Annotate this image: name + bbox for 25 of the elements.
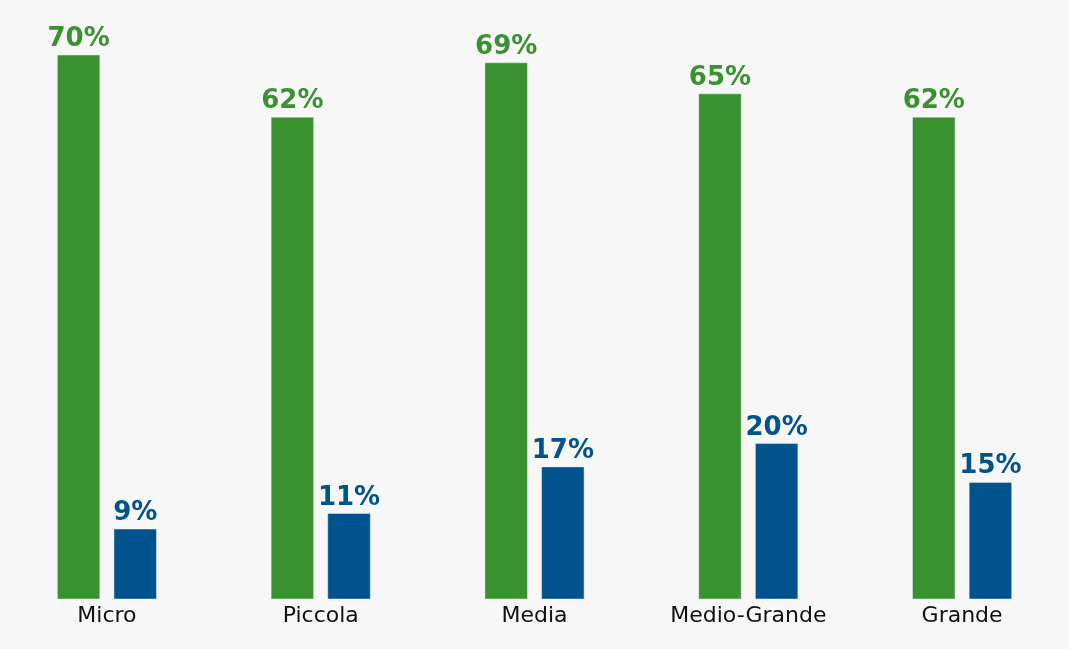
data-label: 15% <box>959 449 1022 480</box>
data-label: 20% <box>745 410 808 441</box>
data-label: 62% <box>902 84 965 115</box>
bar <box>541 466 585 599</box>
x-tick-label: Piccola <box>282 602 359 627</box>
data-label: 70% <box>47 22 110 52</box>
data-label: 17% <box>531 433 594 464</box>
x-tick-label: Micro <box>77 602 137 627</box>
data-label: 62% <box>261 84 324 115</box>
bar <box>912 116 956 599</box>
x-tick-label: Media <box>501 602 568 627</box>
bar <box>57 55 101 599</box>
x-tick-label: Medio-Grande <box>670 602 827 627</box>
bar <box>270 116 314 599</box>
bar <box>113 528 157 599</box>
bar <box>484 62 528 599</box>
bar <box>327 513 371 599</box>
data-label: 69% <box>475 29 538 60</box>
data-label: 65% <box>688 60 752 91</box>
bar <box>755 443 799 599</box>
data-label: 9% <box>113 496 158 527</box>
x-tick-label: Grande <box>921 602 1003 627</box>
data-label: 11% <box>317 480 381 511</box>
bar <box>968 482 1012 599</box>
bar <box>698 93 742 599</box>
